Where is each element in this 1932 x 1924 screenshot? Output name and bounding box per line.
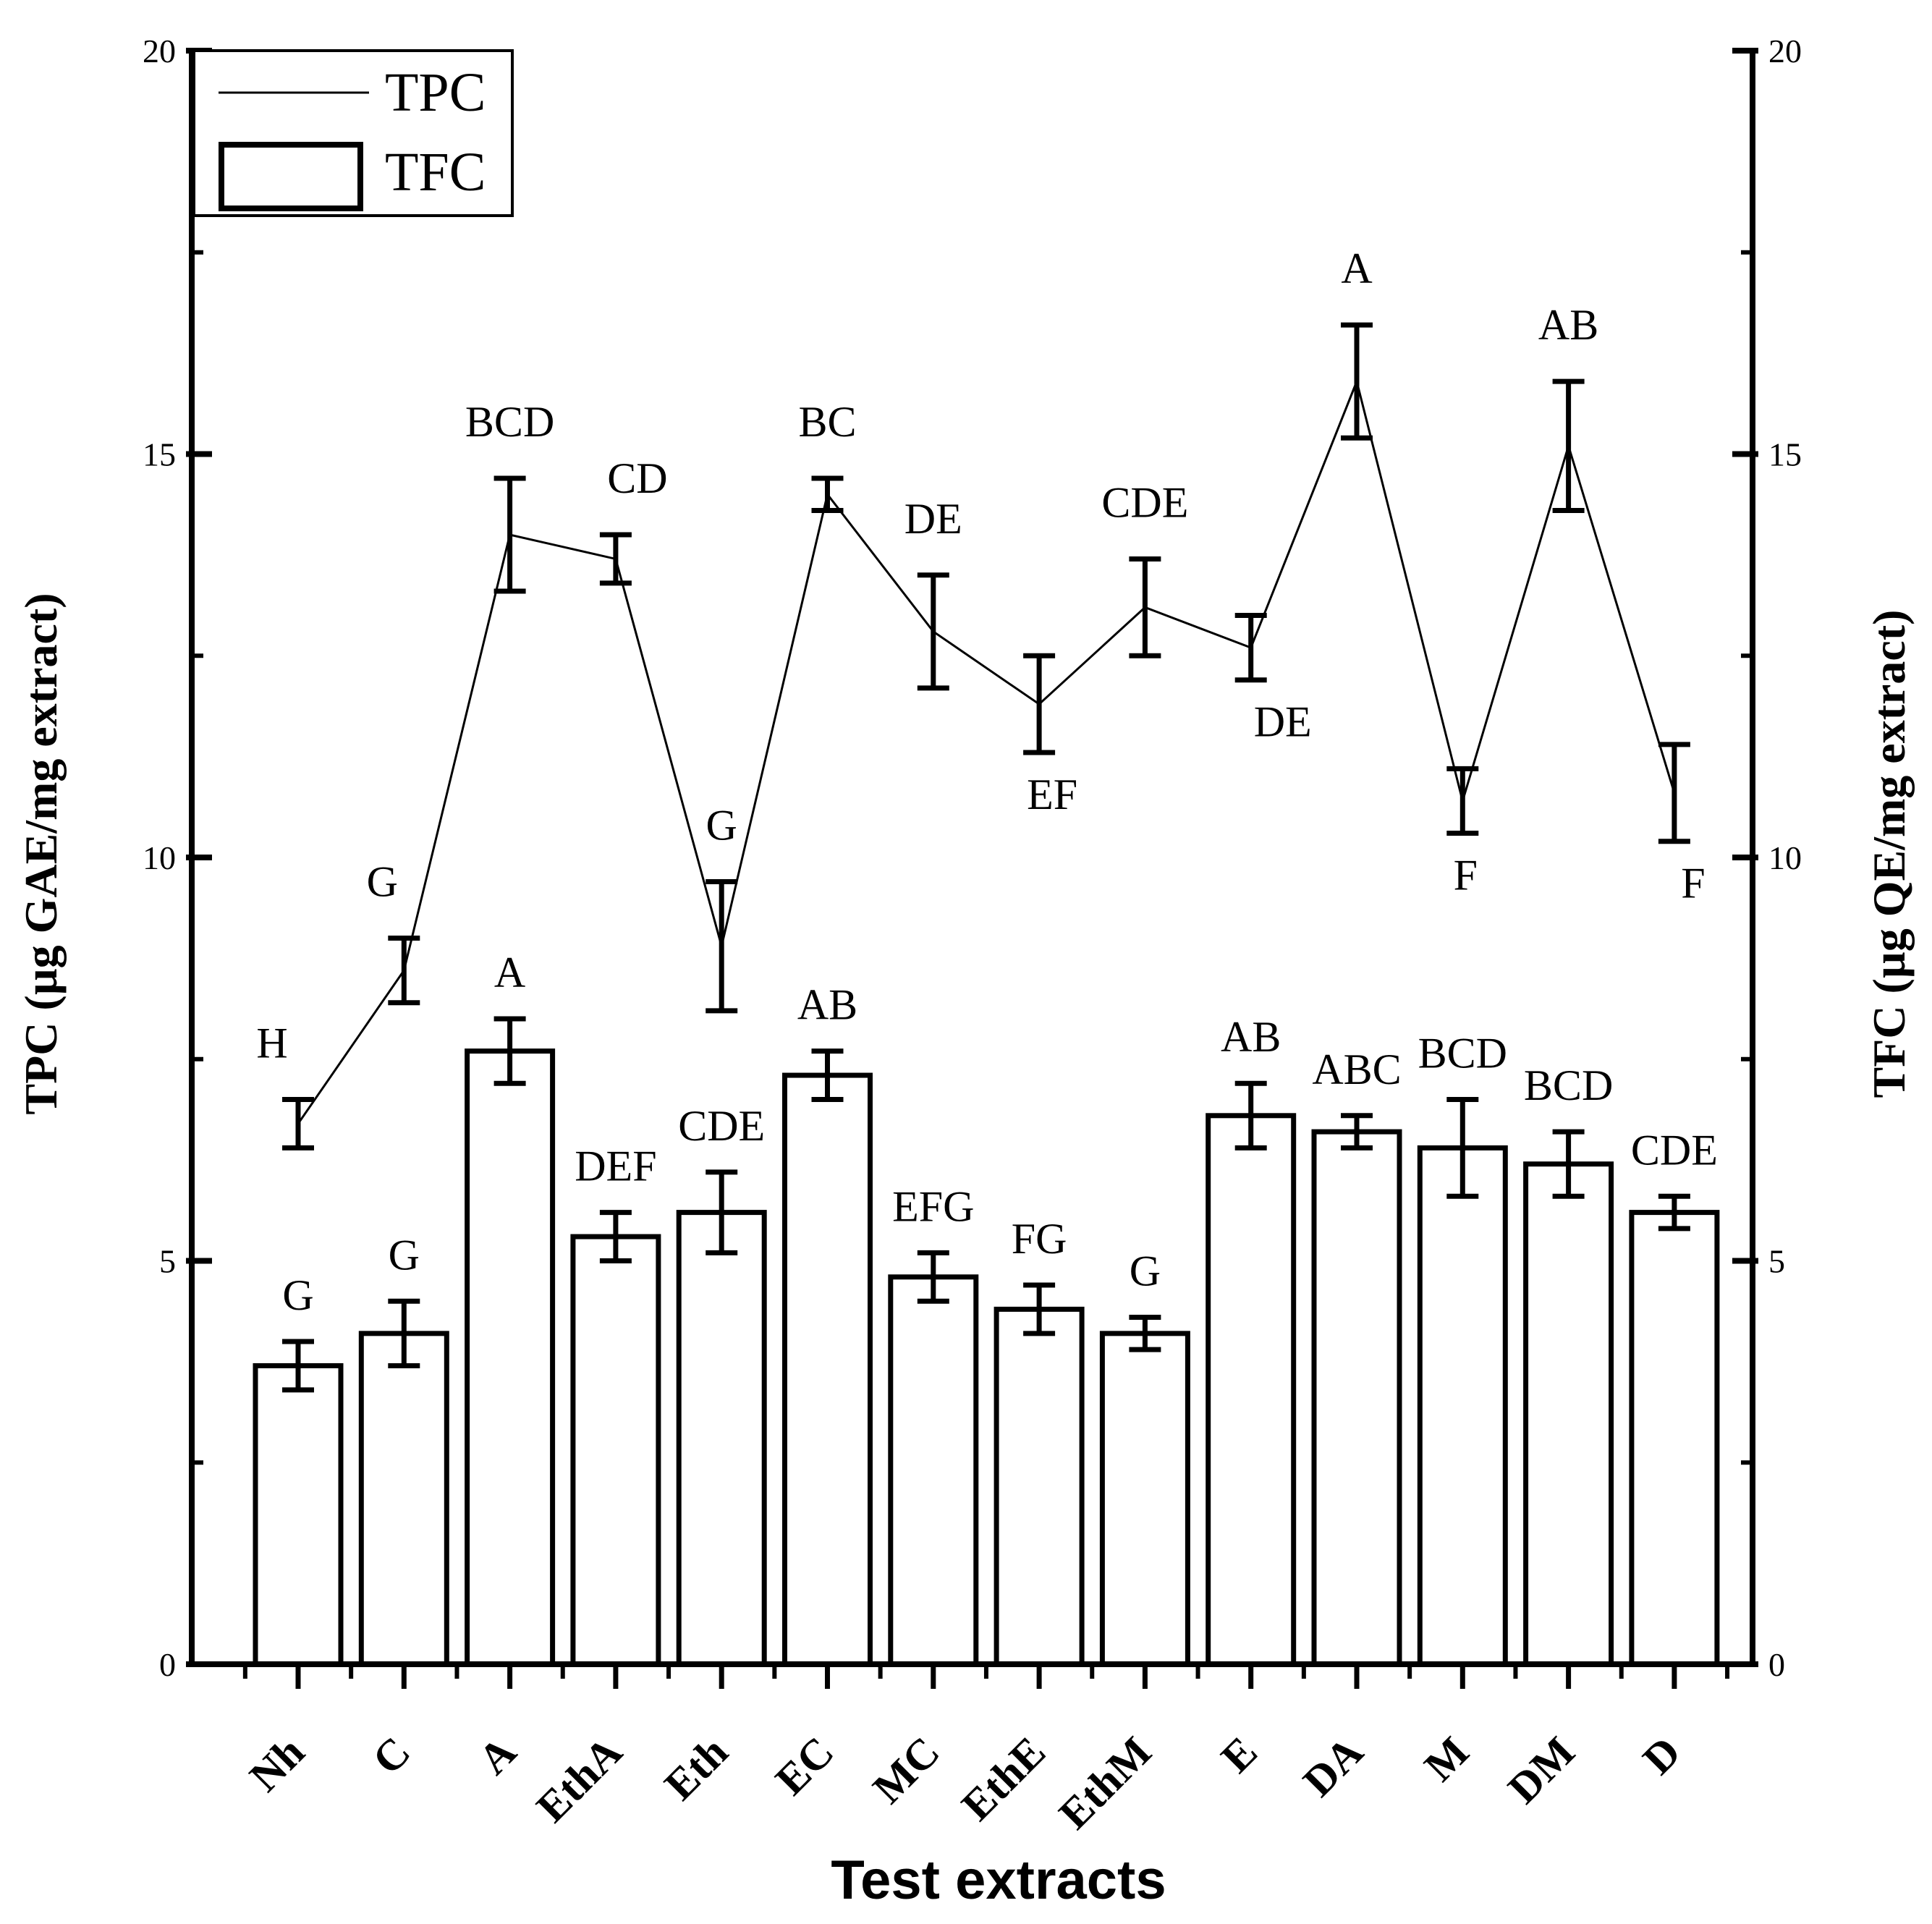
tfc-bar-EC bbox=[782, 1072, 873, 1667]
tpc-line-path bbox=[297, 378, 1676, 1124]
x-tick-label-DM: DM bbox=[1499, 1728, 1583, 1813]
tfc-bar-EthE bbox=[993, 1306, 1085, 1667]
x-tick-label-Eth: Eth bbox=[656, 1728, 737, 1810]
tfc-bar-DM bbox=[1523, 1161, 1614, 1667]
y-tick-label-right-20: 20 bbox=[1768, 33, 1802, 69]
tpc-letter-D: F bbox=[1681, 860, 1705, 907]
y-tick-label-right-5: 5 bbox=[1768, 1243, 1785, 1280]
tfc-letter-EthE: FG bbox=[1012, 1215, 1067, 1263]
tfc-bar-A bbox=[465, 1048, 556, 1667]
tpc-letter-Eth: G bbox=[706, 801, 737, 849]
tfc-letter-EthM: G bbox=[1130, 1247, 1161, 1295]
tpc-letter-M: F bbox=[1454, 852, 1478, 899]
x-tick-label-DA: DA bbox=[1294, 1728, 1372, 1806]
tfc-bar-Eth bbox=[676, 1210, 767, 1667]
x-tick-label-EC: EC bbox=[766, 1728, 843, 1805]
y-tick-label-left-15: 15 bbox=[143, 436, 176, 473]
tfc-letter-EthA: DEF bbox=[575, 1143, 656, 1190]
tpc-letter-Nh: H bbox=[256, 1020, 287, 1067]
x-tick-label-MC: MC bbox=[864, 1728, 949, 1813]
legend-label-tfc: TFC bbox=[385, 142, 486, 203]
x-tick-label-EthE: EthE bbox=[952, 1728, 1054, 1830]
tpc-letter-EC: BC bbox=[798, 398, 856, 446]
tpc-letter-DM: AB bbox=[1538, 301, 1598, 349]
y-tick-label-left-20: 20 bbox=[143, 33, 176, 69]
y-tick-label-left-0: 0 bbox=[159, 1646, 176, 1683]
tfc-bar-E bbox=[1206, 1113, 1297, 1667]
tpc-letter-MC: DE bbox=[904, 495, 962, 543]
tpc-letter-DA: A bbox=[1341, 245, 1372, 292]
tfc-letter-Eth: CDE bbox=[678, 1102, 765, 1150]
tfc-bar-C bbox=[358, 1331, 449, 1667]
x-tick-label-D: D bbox=[1634, 1728, 1690, 1784]
x-tick-label-M: M bbox=[1415, 1728, 1478, 1791]
tfc-bar-MC bbox=[888, 1274, 979, 1667]
legend-label-tpc: TPC bbox=[385, 62, 486, 123]
tpc-letter-EthA: CD bbox=[607, 454, 667, 502]
tfc-letter-DA: ABC bbox=[1312, 1046, 1401, 1093]
tfc-bar-D bbox=[1629, 1210, 1720, 1667]
tfc-letter-MC: EFG bbox=[892, 1182, 974, 1230]
x-axis-title: Test extracts bbox=[831, 1849, 1166, 1911]
x-tick-label-C: C bbox=[363, 1728, 419, 1784]
tpc-letter-E: DE bbox=[1254, 698, 1312, 746]
x-tick-label-A: A bbox=[469, 1728, 525, 1784]
y-tick-label-left-10: 10 bbox=[143, 839, 176, 876]
tfc-letter-Nh: G bbox=[282, 1271, 313, 1319]
tfc-bar-Nh bbox=[253, 1363, 344, 1667]
tpc-letter-A: BCD bbox=[465, 398, 554, 446]
tfc-letter-C: G bbox=[389, 1231, 420, 1279]
tfc-bar-DA bbox=[1311, 1129, 1402, 1667]
x-tick-label-EthA: EthA bbox=[528, 1728, 631, 1831]
tfc-letter-EC: AB bbox=[797, 981, 857, 1029]
tfc-letter-M: BCD bbox=[1418, 1030, 1507, 1077]
y-tick-label-right-0: 0 bbox=[1768, 1646, 1785, 1683]
tpc-letter-EthM: CDE bbox=[1101, 478, 1188, 526]
x-tick-label-EthM: EthM bbox=[1050, 1728, 1161, 1839]
legend-bar-swatch bbox=[219, 142, 363, 211]
y-tick-label-right-10: 10 bbox=[1768, 839, 1802, 876]
tfc-bar-EthM bbox=[1099, 1331, 1190, 1667]
legend: TPC TFC bbox=[192, 49, 514, 217]
x-tick-label-E: E bbox=[1212, 1728, 1266, 1782]
tfc-letter-D: CDE bbox=[1631, 1126, 1718, 1174]
y-tick-label-left-5: 5 bbox=[159, 1243, 176, 1280]
tfc-letter-DM: BCD bbox=[1524, 1061, 1613, 1109]
tpc-letter-C: G bbox=[367, 858, 398, 906]
y-axis-title-right: TFC (µg QE/mg extract) bbox=[1863, 610, 1915, 1098]
tfc-letter-A: A bbox=[494, 949, 525, 996]
tpc-letter-EthE: EF bbox=[1027, 771, 1077, 818]
x-tick-label-Nh: Nh bbox=[240, 1728, 313, 1801]
tfc-bars bbox=[253, 1016, 1720, 1667]
y-tick-label-right-15: 15 bbox=[1768, 436, 1802, 473]
tfc-letter-E: AB bbox=[1221, 1013, 1281, 1061]
tfc-bar-EthA bbox=[570, 1234, 661, 1667]
tpc-line bbox=[282, 322, 1690, 1150]
y-axis-title-left: TPC (µg GAE/mg extract) bbox=[15, 593, 67, 1114]
tfc-bar-M bbox=[1417, 1145, 1508, 1667]
